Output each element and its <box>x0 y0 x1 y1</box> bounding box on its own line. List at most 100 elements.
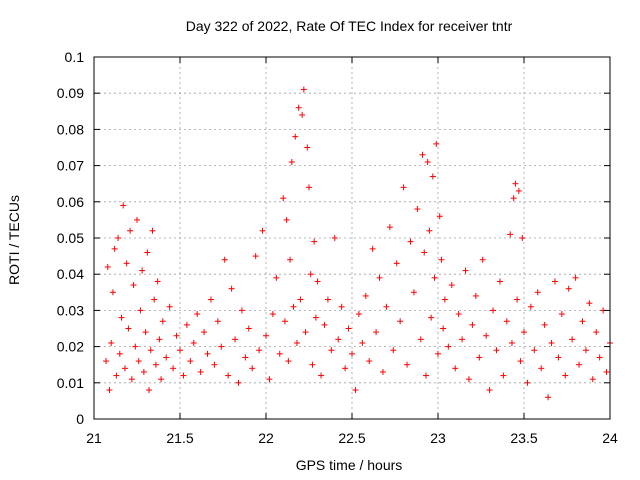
data-point <box>545 394 552 401</box>
x-tick-label: 21.5 <box>166 430 193 446</box>
y-tick-label: 0.09 <box>57 85 84 101</box>
data-point <box>103 358 110 365</box>
x-tick-label: 22 <box>258 430 274 446</box>
data-point <box>426 227 433 234</box>
data-point <box>379 368 386 375</box>
data-point <box>166 303 173 310</box>
y-tick-label: 0 <box>76 411 84 427</box>
data-point <box>589 376 596 383</box>
data-point <box>204 350 211 357</box>
data-point <box>190 339 197 346</box>
data-point <box>514 296 521 303</box>
data-point <box>280 195 287 202</box>
data-point <box>287 256 294 263</box>
data-point <box>127 227 134 234</box>
data-point <box>142 329 149 336</box>
data-point <box>393 260 400 267</box>
data-point <box>596 354 603 361</box>
data-point <box>417 336 424 343</box>
x-tick-label: 24 <box>602 430 618 446</box>
data-point <box>306 184 312 191</box>
data-point <box>469 321 476 328</box>
y-tick-labels: 0 0.01 0.02 0.03 0.04 0.05 0.06 0.07 0.08 0.09 0.1 <box>57 49 84 427</box>
data-point <box>159 318 166 325</box>
data-point <box>404 361 411 368</box>
data-point <box>307 271 314 278</box>
data-point <box>507 231 514 238</box>
data-point <box>512 180 519 187</box>
data-point <box>510 195 517 202</box>
data-point <box>249 365 256 372</box>
data-point <box>295 104 302 111</box>
data-point <box>517 358 524 365</box>
data-point <box>342 365 349 372</box>
data-point <box>483 332 490 339</box>
data-point <box>472 292 479 299</box>
data-point <box>106 387 113 394</box>
data-point <box>292 133 299 140</box>
x-tick-labels: 21 21.5 22 22.5 23 23.5 24 <box>86 430 618 446</box>
data-point <box>369 245 376 252</box>
data-point <box>508 339 515 346</box>
data-point <box>314 278 321 285</box>
data-point <box>113 372 120 379</box>
data-point <box>424 158 431 165</box>
data-point <box>373 329 380 336</box>
y-tick-label: 0.02 <box>57 339 84 355</box>
data-point <box>486 387 493 394</box>
data-point <box>111 245 118 252</box>
data-point <box>397 318 404 325</box>
data-point <box>500 372 507 379</box>
data-point <box>245 325 252 332</box>
data-point <box>312 314 319 321</box>
data-point <box>519 235 526 241</box>
data-point <box>146 387 153 394</box>
data-point <box>256 347 263 354</box>
data-point <box>228 285 235 292</box>
data-point <box>541 321 548 328</box>
data-point <box>362 292 369 299</box>
x-tick-label: 22.5 <box>338 430 365 446</box>
grid-lines <box>94 57 610 419</box>
data-point <box>429 173 436 180</box>
data-point <box>476 354 483 361</box>
data-point <box>218 343 225 350</box>
data-point <box>242 354 249 361</box>
data-point <box>109 289 116 296</box>
data-point <box>118 314 125 321</box>
data-point <box>154 278 161 285</box>
data-point <box>445 343 452 350</box>
data-point <box>302 329 309 336</box>
data-point <box>221 256 228 263</box>
data-point <box>152 361 159 368</box>
data-point <box>238 307 245 314</box>
data-point <box>149 227 156 234</box>
data-point <box>422 372 429 379</box>
data-point <box>569 336 576 343</box>
data-point <box>441 296 448 303</box>
data-point <box>328 347 335 354</box>
data-point <box>407 238 414 245</box>
data-point <box>400 184 407 191</box>
x-tick-label: 21 <box>86 430 102 446</box>
data-point <box>299 111 306 118</box>
data-point <box>140 368 147 375</box>
data-point <box>123 260 130 267</box>
y-tick-label: 0.07 <box>57 158 84 174</box>
data-point <box>435 350 441 357</box>
x-tick-label: 23.5 <box>510 430 537 446</box>
x-tick-label: 23 <box>430 430 446 446</box>
data-point <box>431 274 438 281</box>
data-point <box>438 256 445 263</box>
data-point <box>459 336 466 343</box>
data-point <box>232 336 239 343</box>
data-point <box>448 282 455 289</box>
data-point <box>173 332 180 339</box>
data-point <box>355 311 362 318</box>
x-axis-title: GPS time / hours <box>296 457 403 473</box>
chart-title: Day 322 of 2022, Rate Of TEC Index for r… <box>186 18 513 34</box>
y-axis-title: ROTI / TECUs <box>6 195 22 285</box>
data-point <box>366 358 373 365</box>
y-tick-label: 0.06 <box>57 194 84 210</box>
